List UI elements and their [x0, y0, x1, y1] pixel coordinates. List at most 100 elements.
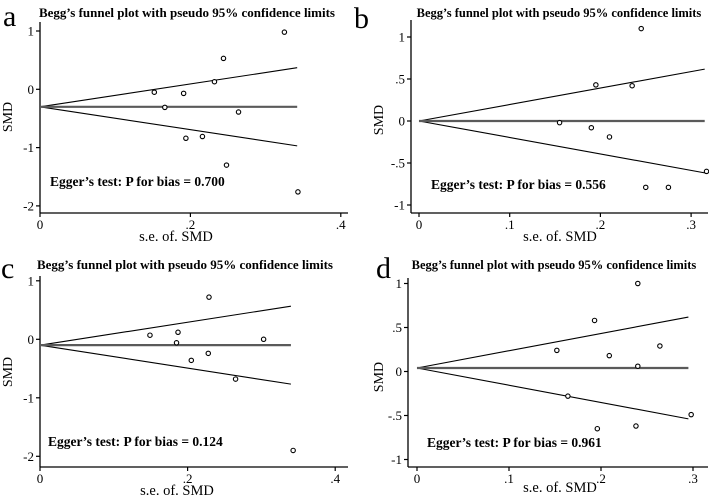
study-point — [635, 363, 641, 369]
chart-title: Begg’s funnel plot with pseudo 95% confi… — [37, 257, 333, 272]
upper-ci-line — [416, 316, 689, 369]
y-axis-label: SMD — [372, 362, 387, 392]
x-axis-label: s.e. of. SMD — [140, 483, 214, 499]
funnel-plot-panel-a: 10-1-20.2.4a Begg’s funnel plot with pseu… — [1, 0, 348, 245]
study-point — [657, 343, 663, 349]
study-point — [199, 133, 206, 140]
study-point — [633, 423, 639, 429]
y-axis-label: SMD — [372, 105, 387, 135]
study-point — [206, 294, 212, 300]
study-point — [606, 352, 613, 359]
lower-ci-line — [39, 106, 298, 147]
study-point — [220, 55, 227, 62]
panel-label: a — [3, 0, 16, 33]
y-tick-label: 0 — [28, 332, 35, 347]
x-axis-label: s.e. of. SMD — [139, 229, 213, 245]
y-tick-label: 1 — [396, 276, 403, 291]
panel-label: d — [376, 252, 391, 285]
x-tick-label: .4 — [330, 471, 340, 486]
egger-test-annotation: Egger’s test: P for bias = 0.556 — [431, 177, 606, 192]
lower-ci-line — [39, 344, 292, 385]
x-tick-label: .2 — [596, 217, 606, 232]
study-point — [556, 119, 563, 126]
chart-title: Begg’s funnel plot with pseudo 95% confi… — [39, 5, 335, 20]
study-point — [642, 184, 649, 191]
lower-ci-line — [416, 367, 689, 420]
y-tick-label: -1 — [23, 140, 34, 155]
study-point — [638, 25, 644, 32]
study-point — [147, 332, 153, 338]
study-point — [205, 350, 212, 357]
study-point — [183, 135, 189, 142]
x-tick-label: .2 — [183, 471, 193, 486]
y-tick-label: 0 — [399, 114, 406, 129]
lower-ci-line — [418, 120, 705, 174]
study-point — [173, 340, 180, 346]
x-tick-label: .1 — [504, 471, 514, 486]
study-point — [290, 447, 296, 454]
x-tick-label: .3 — [688, 471, 698, 486]
y-tick-label: -2 — [23, 198, 34, 213]
funnel-plot-panel-d: 1 .5 0 -.5 -1 0 .1 .2 .3 d Begg’s funnel plot with… — [372, 252, 708, 496]
funnel-plot-panel-b: 1 .5 0 -.5 -1 0 .1 .2 .3 b Begg’s funnel plot with… — [354, 2, 709, 245]
upper-ci-line — [39, 305, 292, 346]
study-point — [175, 329, 181, 336]
x-tick-label: 0 — [416, 217, 423, 232]
study-point — [281, 29, 288, 35]
x-axis-label: s.e. of. SMD — [523, 480, 597, 496]
funnel-plot-panel-c: 10-1-20.2.4c Begg’s funnel plot with pseu… — [1, 252, 348, 499]
y-tick-label: 1 — [399, 30, 406, 45]
x-tick-label: .1 — [505, 217, 515, 232]
study-point — [588, 124, 595, 131]
study-point — [594, 425, 601, 432]
x-tick-label: .2 — [186, 217, 196, 232]
y-tick-label: -.5 — [388, 408, 402, 423]
y-tick-label: 1 — [28, 24, 35, 39]
x-tick-label: .2 — [596, 471, 606, 486]
y-tick-label: -.5 — [391, 156, 405, 171]
panel-label: b — [354, 2, 369, 35]
study-point — [151, 89, 158, 95]
study-point — [211, 78, 218, 85]
x-axis-label: s.e. of. SMD — [523, 229, 597, 245]
y-tick-label: .5 — [392, 320, 402, 335]
study-point — [565, 393, 571, 399]
chart-title: Begg’s funnel plot with pseudo 95% confi… — [412, 258, 697, 272]
upper-ci-line — [418, 68, 705, 122]
egger-test-annotation: Egger’s test: P for bias = 0.700 — [50, 174, 225, 189]
study-point — [232, 376, 239, 382]
y-tick-label: 1 — [28, 273, 35, 288]
study-point — [665, 184, 672, 191]
panel-label: c — [1, 252, 14, 285]
x-tick-label: .3 — [686, 217, 696, 232]
y-tick-label: -1 — [23, 390, 34, 405]
egger-test-annotation: Egger’s test: P for bias = 0.961 — [427, 435, 602, 450]
study-point — [688, 411, 694, 418]
study-point — [162, 104, 168, 111]
study-point — [635, 280, 641, 287]
y-tick-label: .5 — [395, 72, 405, 87]
study-point — [180, 90, 187, 97]
study-point — [591, 317, 598, 324]
x-tick-label: 0 — [37, 217, 44, 232]
study-point — [223, 162, 230, 168]
study-point — [260, 336, 267, 343]
y-axis-label: SMD — [1, 357, 16, 387]
chart-title: Begg’s funnel plot with pseudo 95% confi… — [417, 6, 702, 20]
study-point — [703, 168, 709, 175]
study-point — [593, 82, 599, 88]
egger-test-annotation: Egger’s test: P for bias = 0.124 — [48, 434, 223, 449]
y-tick-label: 0 — [396, 364, 403, 379]
study-point — [188, 357, 195, 364]
x-tick-label: .4 — [336, 217, 346, 232]
study-point — [295, 189, 301, 195]
upper-ci-line — [39, 67, 298, 108]
study-point — [606, 134, 613, 140]
study-point — [235, 109, 242, 115]
study-point — [554, 347, 560, 354]
y-tick-label: -2 — [23, 449, 34, 464]
x-tick-label: 0 — [414, 471, 421, 486]
y-tick-label: -1 — [394, 198, 405, 213]
x-tick-label: 0 — [37, 471, 44, 486]
